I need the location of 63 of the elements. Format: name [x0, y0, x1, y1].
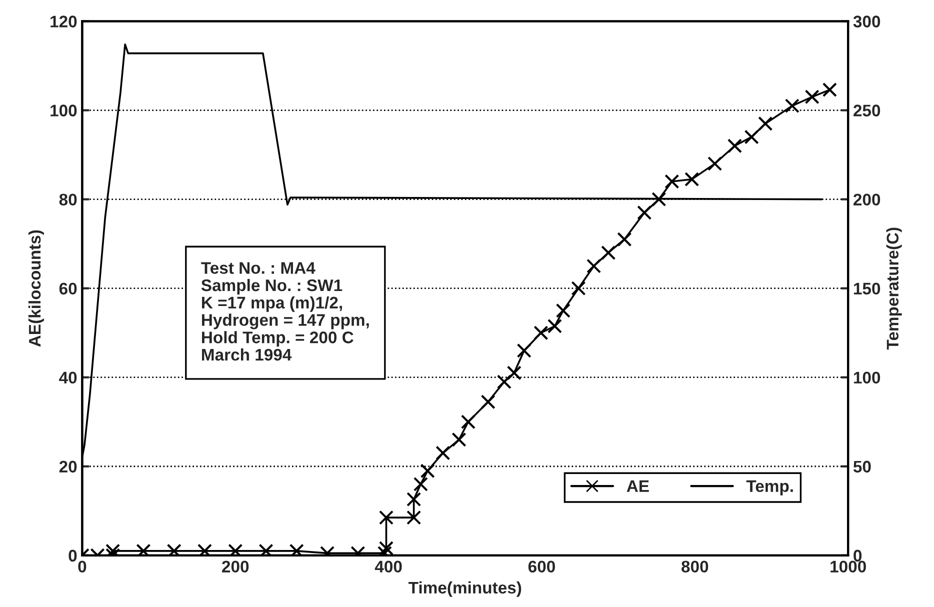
- point: [547, 318, 562, 334]
- point: [420, 464, 435, 478]
- point: [822, 82, 837, 98]
- point: [406, 510, 422, 525]
- point: [708, 156, 722, 171]
- point: [460, 414, 476, 430]
- y2-tick-label: 150: [854, 282, 880, 295]
- point: [586, 258, 602, 274]
- point: [516, 343, 532, 358]
- point: [684, 172, 700, 187]
- point: [378, 510, 394, 525]
- y-tick-label: 60: [59, 282, 77, 295]
- point: [136, 544, 151, 556]
- point: [413, 476, 428, 492]
- y-axis-title: AE(kilocounts): [28, 230, 44, 347]
- annotation: Test No. : MA4 Sample No. : SW1 K =17 mpa (m)1/2, Hydrogen = 147 ppm, Hold Temp. = 200 C March 1994: [201, 262, 369, 361]
- x-tick-label: 1000: [830, 560, 866, 573]
- x-tick-label: 400: [374, 560, 402, 573]
- y2-tick-label: 0: [854, 550, 862, 562]
- point: [506, 366, 522, 380]
- point: [664, 174, 680, 189]
- point: [617, 232, 632, 247]
- point: [496, 374, 512, 390]
- y-tick-label: 0: [68, 550, 77, 562]
- point: [436, 446, 450, 460]
- point: [480, 394, 496, 410]
- point: [727, 138, 742, 154]
- point: [166, 544, 182, 556]
- point: [258, 544, 274, 556]
- legend-label: Temp.: [746, 480, 793, 496]
- y2-tick-label: 300: [853, 16, 880, 28]
- x-tick-label: 600: [528, 560, 555, 573]
- point: [406, 492, 422, 507]
- x-axis-title: Time(minutes): [408, 581, 522, 597]
- legend-label: AE: [626, 480, 649, 492]
- point: [534, 326, 548, 340]
- point: [571, 281, 586, 296]
- y2-tick-label: 50: [853, 460, 871, 473]
- point: [652, 192, 666, 207]
- y2-tick-label: 100: [854, 372, 880, 384]
- point: [744, 130, 759, 144]
- point: [197, 544, 212, 556]
- y2-tick-label: 250: [854, 104, 880, 116]
- point: [637, 205, 652, 220]
- y-tick-label: 20: [59, 460, 77, 473]
- point: [556, 303, 570, 318]
- point: [452, 432, 466, 447]
- y-tick-label: 100: [50, 104, 77, 116]
- y2-axis-title: Temperature(C): [886, 228, 902, 350]
- point: [601, 245, 616, 260]
- y-tick-label: 80: [59, 194, 77, 206]
- point: [378, 540, 394, 556]
- y-tick-label: 120: [50, 16, 77, 28]
- point: [289, 544, 304, 556]
- point: [228, 544, 243, 556]
- x-tick-label: 0: [78, 560, 86, 573]
- y2-tick-label: 200: [854, 194, 880, 206]
- x-tick-label: 200: [222, 560, 249, 573]
- point: [804, 90, 820, 104]
- y-tick-label: 40: [59, 372, 77, 384]
- point: [758, 116, 773, 131]
- point: [784, 98, 800, 114]
- x-tick-label: 800: [682, 560, 708, 573]
